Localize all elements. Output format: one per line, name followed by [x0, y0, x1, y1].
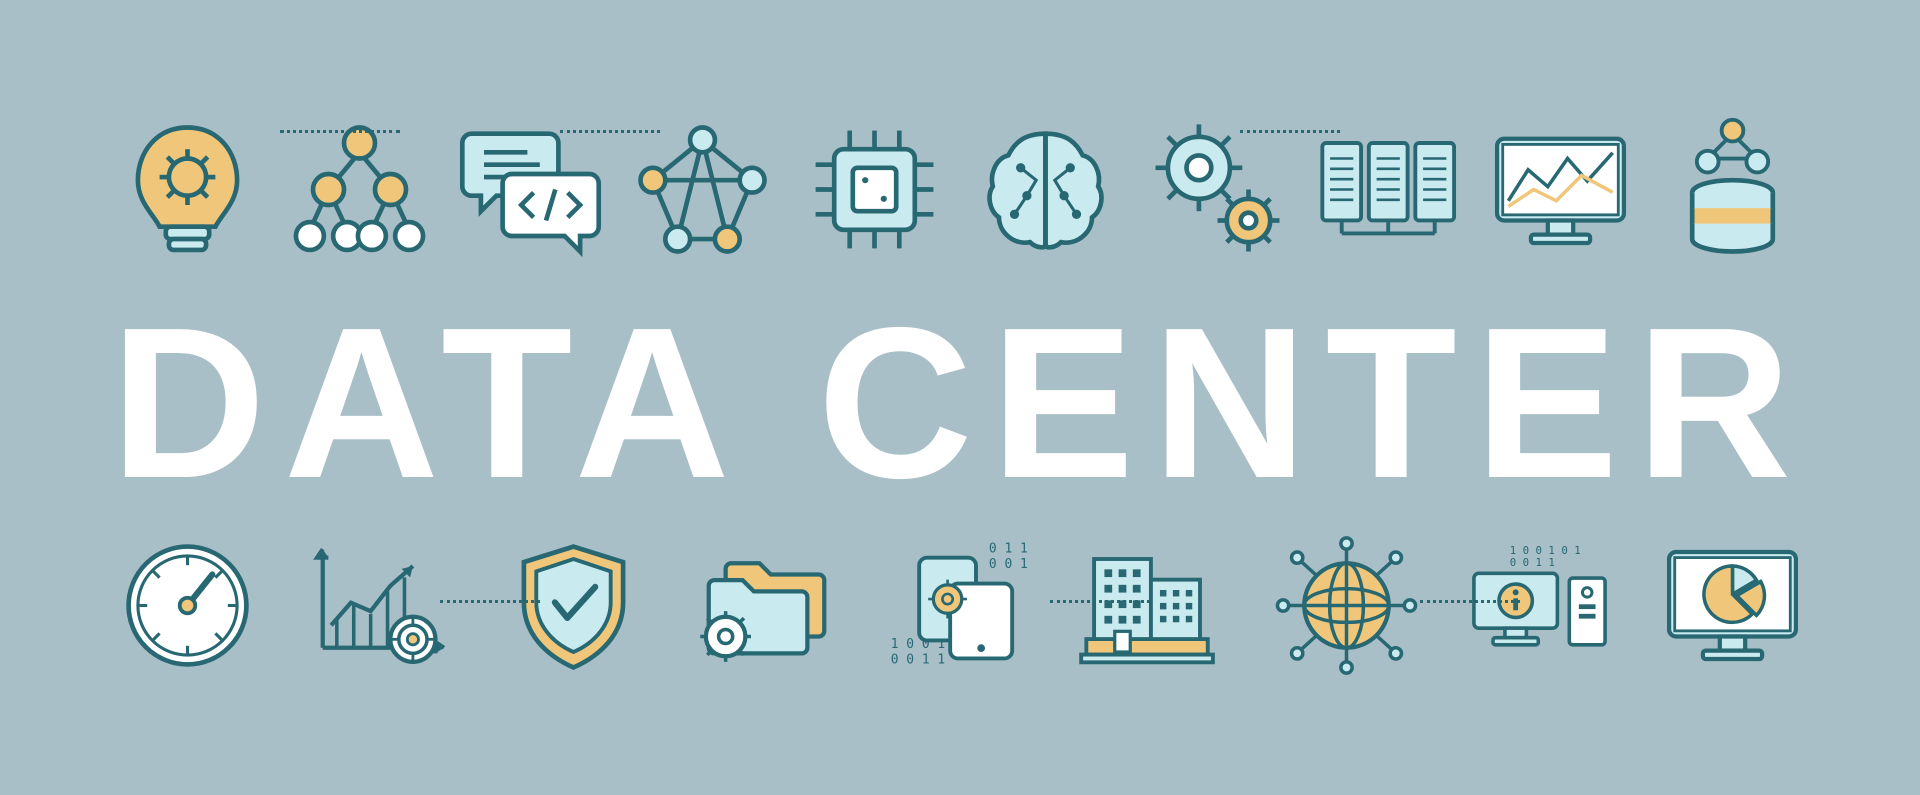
growth-chart-target-icon: [303, 528, 458, 683]
cpu-chip-icon: [797, 112, 952, 267]
data-center-banner: DATA CENTER: [0, 0, 1920, 795]
globe-network-icon: [1269, 528, 1424, 683]
svg-text:0 0 1: 0 0 1: [988, 557, 1027, 572]
computer-info-icon: 1 0 0 1 0 1 0 0 1 1: [1462, 528, 1617, 683]
banner-title: DATA CENTER: [110, 295, 1810, 510]
ai-brain-icon: [968, 112, 1123, 267]
analytics-monitor-icon: [1483, 112, 1638, 267]
svg-text:0 0 1 1: 0 0 1 1: [1510, 556, 1555, 569]
network-graph-icon: [625, 112, 780, 267]
icon-row-top: [110, 112, 1810, 267]
hierarchy-nodes-icon: [282, 112, 437, 267]
gauge-icon: [110, 528, 265, 683]
svg-text:0 1 1: 0 1 1: [988, 542, 1027, 557]
shield-check-icon: [496, 528, 651, 683]
server-racks-icon: [1312, 112, 1467, 267]
dotted-connector: [1050, 600, 1150, 603]
dotted-connector: [560, 130, 660, 133]
buildings-icon: [1076, 528, 1231, 683]
dotted-connector: [1240, 130, 1340, 133]
dotted-connector: [440, 600, 540, 603]
code-chat-icon: [453, 112, 608, 267]
icon-row-bottom: 0 1 1 0 0 1 1 0 0 1 0 0 1 1: [110, 528, 1810, 683]
svg-text:0 0 1 1: 0 0 1 1: [890, 653, 944, 668]
lightbulb-gear-icon: [110, 112, 265, 267]
database-tree-icon: [1655, 112, 1810, 267]
dotted-connector: [1420, 600, 1520, 603]
folders-gear-icon: [689, 528, 844, 683]
gears-icon: [1140, 112, 1295, 267]
dotted-connector: [280, 130, 400, 133]
pie-chart-monitor-icon: [1655, 528, 1810, 683]
devices-binary-icon: 0 1 1 0 0 1 1 0 0 1 0 0 1 1: [883, 528, 1038, 683]
